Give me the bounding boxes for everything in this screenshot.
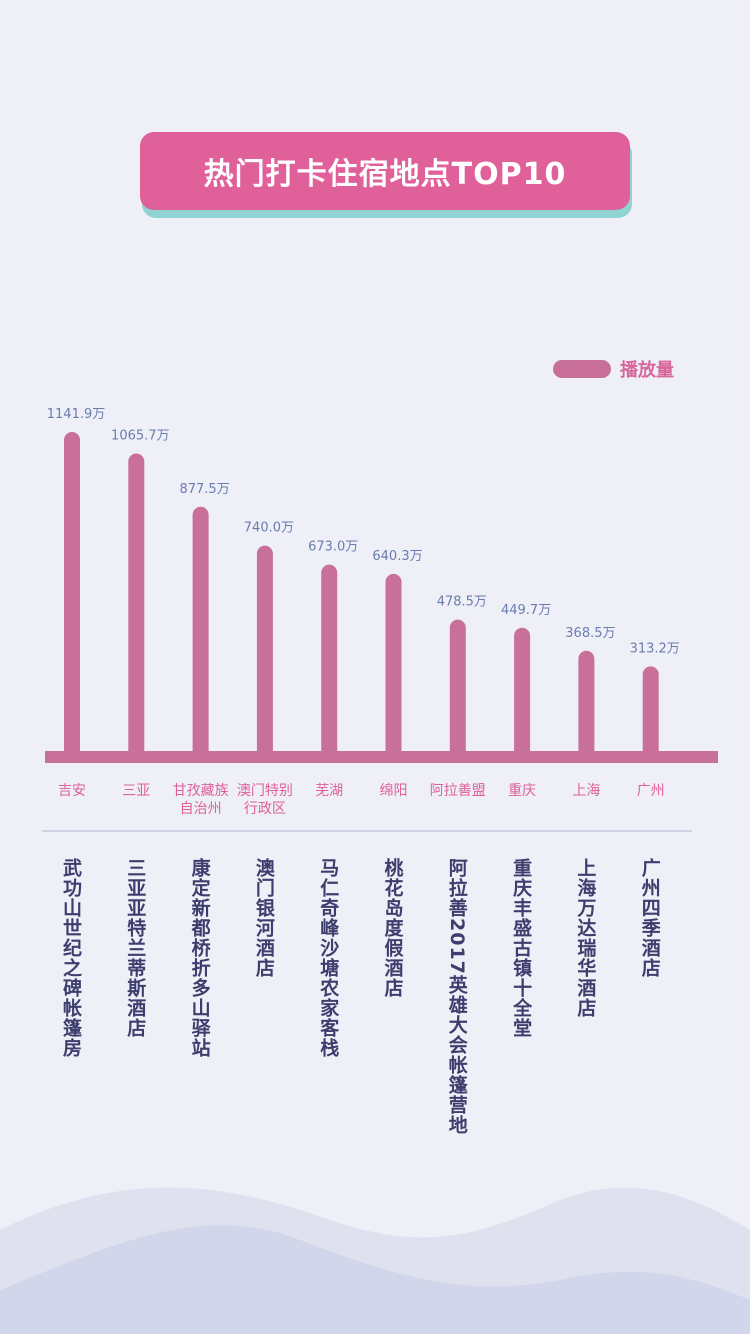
- x-tick-label: 甘孜藏族自治州: [172, 783, 229, 817]
- bar: [385, 573, 402, 755]
- value-label: 1065.7万: [111, 429, 170, 444]
- mountain: [0, 1225, 750, 1334]
- x-tick-label: 广州: [636, 783, 665, 799]
- x-tick-label: 重庆: [508, 783, 537, 799]
- x-tick-label: 上海: [572, 783, 601, 799]
- value-label: 740.0万: [244, 521, 294, 536]
- x-tick-label: 绵阳: [379, 783, 408, 799]
- value-label: 1141.9万: [47, 407, 106, 422]
- x-tick-label: 三亚: [122, 783, 151, 799]
- bar: [578, 650, 595, 755]
- baseline: [45, 751, 718, 763]
- bar: [514, 627, 531, 755]
- x-tick-label: 澳门特别行政区: [236, 783, 293, 817]
- bar: [64, 432, 80, 755]
- hotel-name: 上海万达瑞华酒店: [574, 858, 597, 1018]
- bar: [256, 545, 273, 755]
- x-tick-label: 芜湖: [315, 783, 344, 799]
- value-label: 640.3万: [372, 549, 422, 564]
- bar: [321, 564, 338, 755]
- x-tick-label: 阿拉善盟: [429, 783, 486, 799]
- bar: [449, 619, 466, 755]
- legend-label: 播放量: [620, 360, 674, 381]
- hotel-name: 广州四季酒店: [638, 858, 661, 978]
- value-label: 877.5万: [179, 482, 229, 497]
- hotel-name: 康定新都桥折多山驿站: [188, 858, 211, 1058]
- hotel-name: 澳门银河酒店: [252, 858, 275, 978]
- bar: [642, 666, 659, 755]
- hotel-name: 重庆丰盛古镇十全堂: [510, 858, 533, 1038]
- value-label: 368.5万: [565, 626, 615, 641]
- bar: [128, 453, 145, 755]
- legend-swatch: [553, 360, 611, 378]
- hotel-name: 马仁奇峰沙塘农家客栈: [317, 858, 340, 1058]
- hotel-name: 三亚亚特兰蒂斯酒店: [124, 858, 147, 1038]
- hotel-name: 武功山世纪之碑帐篷房: [60, 858, 82, 1058]
- hotel-name: 桃花岛度假酒店: [381, 858, 404, 998]
- value-label: 313.2万: [630, 641, 680, 656]
- value-label: 478.5万: [437, 595, 487, 610]
- hotel-name: 阿拉善2017英雄大会帐篷营地: [445, 858, 468, 1135]
- value-label: 449.7万: [501, 603, 551, 618]
- x-tick-label: 吉安: [58, 783, 86, 799]
- bar: [192, 506, 209, 755]
- value-label: 673.0万: [308, 540, 358, 555]
- chart-title: 热门打卡住宿地点TOP10: [140, 132, 630, 210]
